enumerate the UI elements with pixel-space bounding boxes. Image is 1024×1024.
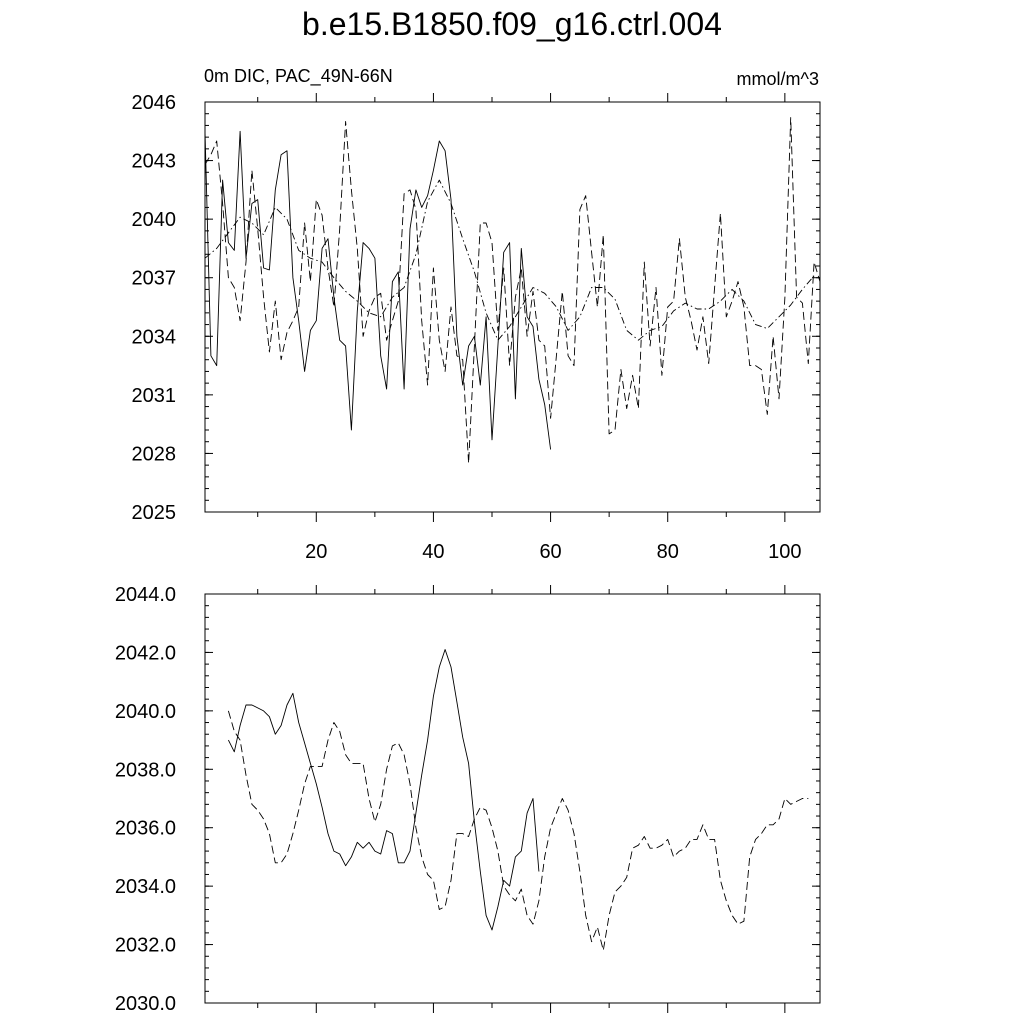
series-line-dashed — [227, 710, 809, 951]
y-tick-label: 2040.0 — [115, 701, 176, 723]
y-tick-label: 2036.0 — [115, 818, 176, 840]
y-tick-label: 2028 — [132, 443, 177, 465]
series-line-solid — [204, 130, 552, 450]
units-label: mmol/m^3 — [736, 69, 819, 89]
y-tick-label: 2032.0 — [115, 935, 176, 957]
y-tick-label: 2044.0 — [115, 584, 176, 606]
y-tick-label: 2030.0 — [115, 993, 176, 1015]
y-tick-label: 2043 — [132, 151, 177, 173]
plot-frame-1 — [204, 101, 821, 513]
x-tick-label: 80 — [657, 541, 679, 563]
y-tick-label: 2034.0 — [115, 876, 176, 898]
series-line-dash-dot — [204, 179, 815, 341]
series-line-solid — [227, 649, 540, 931]
y-tick-label: 2040 — [132, 209, 177, 231]
y-tick-label: 2046 — [132, 92, 177, 114]
y-tick-label: 2025 — [132, 502, 177, 524]
x-tick-label: 100 — [768, 541, 801, 563]
y-tick-label: 2037 — [132, 268, 177, 290]
x-tick-label: 60 — [539, 541, 561, 563]
chart-title: b.e15.B1850.f09_g16.ctrl.004 — [302, 6, 722, 42]
y-tick-label: 2038.0 — [115, 759, 176, 781]
variable-label: 0m DIC, PAC_49N-66N — [204, 66, 393, 86]
x-tick-label: 40 — [422, 541, 444, 563]
plot-frame-2 — [204, 593, 821, 1004]
x-tick-label: 20 — [305, 541, 327, 563]
y-tick-label: 2042.0 — [115, 642, 176, 664]
y-tick-label: 2031 — [132, 385, 177, 407]
y-tick-label: 2034 — [132, 326, 177, 348]
series-line-dashed — [204, 117, 821, 464]
